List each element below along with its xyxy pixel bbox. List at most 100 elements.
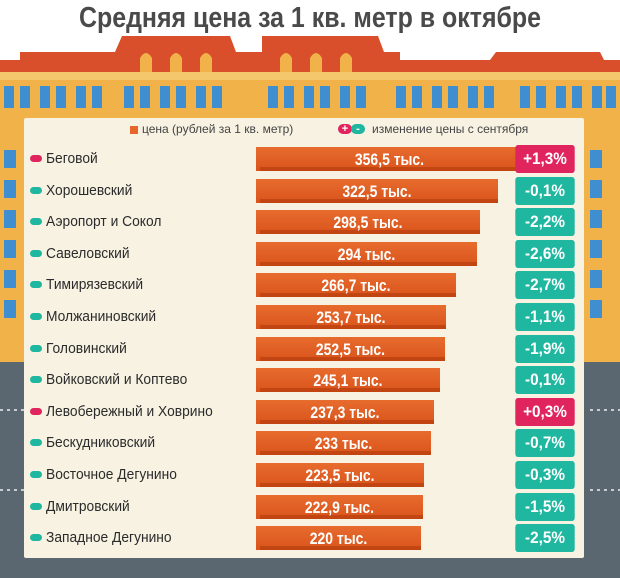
bar-shadow [260,419,434,424]
change-indicator-dot [30,281,42,289]
price-value-label: 252,5 тыс. [315,339,386,359]
price-value-label: 222,9 тыс. [304,497,375,517]
bar-shadow [260,325,446,329]
bar-row: Тимирязевский 266,7 тыс. -2,7% [24,270,584,300]
legend-change-label: изменение цены с сентября [372,122,529,136]
change-indicator-dot [30,344,42,352]
change-badge: -2,6% [515,239,575,268]
price-bar [256,399,434,424]
bar-shadow [260,546,421,551]
change-badge: -2,7% [515,271,575,300]
legend-price-label: цена (рублей за 1 кв. метр) [142,122,294,136]
bar-row: Головинский 252,5 тыс. -1,9% [24,334,584,364]
legend-price-swatch [130,126,138,134]
bar-row: Хорошевский 322,5 тыс. -0,1% [24,176,584,206]
district-label: Головинский [46,339,127,357]
district-label: Аэропорт и Сокол [46,213,162,231]
bar-shadow [260,167,523,171]
change-indicator-dot [30,534,42,542]
bar-shadow [260,293,456,298]
district-label: Дмитровский [46,497,130,515]
change-badge: -1,5% [515,492,575,521]
price-bar [256,336,445,361]
price-bar [256,431,431,456]
bar-shadow [260,261,477,266]
change-badge: -0,1% [515,176,575,205]
bar-row: Дмитровский 222,9 тыс. -1,5% [24,492,584,522]
change-badge: -1,1% [515,303,575,331]
bar-row: Левобережный и Ховрино 237,3 тыс. +0,3% [24,397,584,427]
price-value-label: 220 тыс. [309,529,368,549]
price-value-label: 233 тыс. [314,434,373,454]
bar-shadow [260,451,431,456]
price-bar [256,241,477,266]
district-label: Восточное Дегунино [46,466,177,483]
bar-shadow [260,514,423,519]
legend-plus-symbol: + [341,123,349,135]
price-bar [256,273,456,298]
bar-row: Войковский и Коптево 245,1 тыс. -0,1% [24,365,584,395]
price-bar [256,526,421,551]
price-bar [256,494,423,519]
change-badge: -0,1% [515,366,575,395]
bar-shadow [260,230,480,235]
bar-shadow [260,483,424,487]
change-indicator-dot [30,249,42,257]
bar-row: Беговой 356,5 тыс. +1,3% [24,144,584,174]
legend: цена (рублей за 1 кв. метр) + - изменени… [28,121,580,139]
change-badge: -0,3% [515,461,575,489]
change-indicator-dot [30,502,42,510]
price-value-label: 294 тыс. [337,244,396,264]
price-bar [256,147,523,171]
change-indicator-dot [30,218,42,226]
change-indicator-dot [30,439,42,447]
price-value-label: 298,5 тыс. [333,213,403,233]
change-badge: -2,2% [515,208,575,237]
price-bar [256,178,498,203]
price-value-label: 245,1 тыс. [313,371,383,391]
district-label: Бескудниковский [46,434,156,452]
bar-row: Аэропорт и Сокол 298,5 тыс. -2,2% [24,207,584,237]
bar-row: Восточное Дегунино 223,5 тыс. -0,3% [24,460,584,490]
price-value-label: 322,5 тыс. [342,181,412,201]
bar-shadow [260,198,498,203]
bar-shadow [260,356,445,361]
district-label: Западное Дегунино [46,529,172,547]
change-indicator-dot [30,313,42,320]
district-label: Войковский и Коптево [46,371,188,389]
price-value-label: 237,3 тыс. [310,402,380,422]
change-indicator-dot [30,407,42,415]
price-value-label: 266,7 тыс. [321,276,391,296]
district-label: Савеловский [46,244,130,262]
bar-shadow [260,388,440,393]
legend-minus-symbol: - [356,123,360,135]
price-value-label: 223,5 тыс. [305,466,375,485]
change-indicator-dot [30,186,42,194]
change-badge: -1,9% [515,334,575,363]
district-label: Беговой [46,150,98,167]
district-label: Молжаниновский [46,308,157,325]
bar-row: Молжаниновский 253,7 тыс. -1,1% [24,302,584,332]
change-indicator-dot [30,376,42,384]
price-bar [256,463,424,487]
legend-decrease-pill: - [351,123,365,135]
price-value-label: 253,7 тыс. [316,308,386,327]
district-label: Левобережный и Ховрино [46,402,213,420]
change-badge: -2,5% [515,524,575,553]
change-indicator-dot [30,471,42,478]
change-badge: +0,3% [515,397,575,426]
chart-title: Средняя цена за 1 кв. метр в октябре [78,2,542,34]
price-bar [256,305,446,329]
price-bar [256,368,440,393]
change-indicator-dot [30,155,42,162]
bar-row: Савеловский 294 тыс. -2,6% [24,239,584,269]
change-badge: +1,3% [515,145,575,173]
price-value-label: 356,5 тыс. [354,150,425,169]
change-badge: -0,7% [515,429,575,458]
bar-row: Западное Дегунино 220 тыс. -2,5% [24,523,584,553]
district-label: Тимирязевский [46,276,144,294]
bar-row: Бескудниковский 233 тыс. -0,7% [24,428,584,458]
legend-increase-pill: + [338,123,352,135]
district-label: Хорошевский [46,181,133,199]
price-bar [256,210,480,235]
